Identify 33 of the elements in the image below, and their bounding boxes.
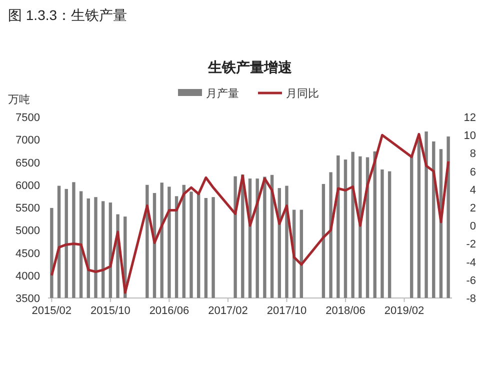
y2-tick-label: -4	[466, 256, 476, 269]
y2-tick-label: 6	[470, 166, 476, 178]
x-tick-label: 2016/06	[149, 305, 190, 317]
x-tick-label: 2017/10	[266, 305, 307, 317]
x-tick-label: 2019/02	[384, 305, 424, 317]
x-tick-label: 2018/06	[326, 305, 366, 317]
y-tick-label: 3500	[16, 293, 40, 305]
y2-tick-label: 2	[470, 202, 476, 214]
y-tick-label: 5500	[16, 202, 40, 214]
line-series	[50, 132, 450, 294]
y2-tick-label: -2	[466, 238, 476, 251]
x-tick-label: 2015/02	[32, 305, 72, 317]
y-tick-label: 7500	[16, 112, 40, 124]
y2-tick-label: 10	[464, 130, 476, 142]
y2-tick-label: 0	[470, 220, 476, 233]
y2-tick-label: 4	[470, 184, 476, 196]
y2-tick-label: 8	[470, 148, 476, 160]
legend-label: 月产量	[206, 87, 239, 100]
chart-title: 图 1.3.3：生铁产量	[8, 7, 128, 23]
y-tick-label: 5000	[16, 225, 40, 238]
y2-tick-label: -8	[466, 293, 476, 305]
y2-tick-label: 12	[464, 112, 476, 124]
x-tick-label: 2017/02	[208, 305, 248, 317]
y-tick-label: 6000	[16, 180, 40, 192]
y2-tick-label: -6	[466, 274, 476, 287]
y-tick-label: 7000	[16, 134, 40, 147]
y-axis-title: 万吨	[8, 93, 30, 106]
y-tick-label: 4500	[16, 248, 40, 260]
y-tick-label: 4000	[16, 270, 40, 282]
chart-subtitle: 生铁产量增速	[207, 59, 293, 75]
x-tick-label: 2015/10	[90, 305, 130, 317]
y-tick-label: 6500	[16, 157, 40, 170]
legend-label: 月同比	[286, 87, 319, 100]
